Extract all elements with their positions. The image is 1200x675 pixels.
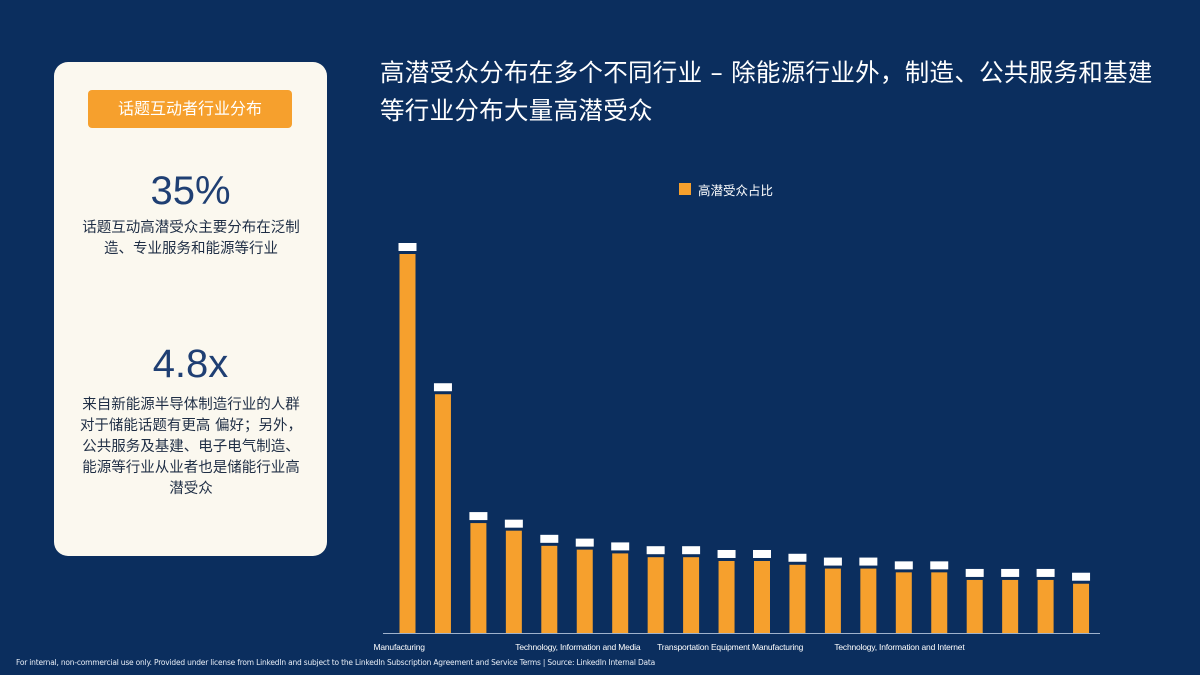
bar-16 <box>931 572 948 633</box>
data-label-20 <box>1072 572 1091 581</box>
data-label-6 <box>575 538 594 547</box>
data-label-3 <box>469 512 488 521</box>
bar-15 <box>895 572 912 633</box>
bar-14 <box>860 568 877 633</box>
data-label-10 <box>717 549 736 558</box>
bar-7 <box>612 553 629 633</box>
stat-2-description: 来自新能源半导体制造行业的人群对于储能话题有更高 偏好；另外，公共服务及基建、电… <box>79 397 303 497</box>
bar-11 <box>754 560 770 633</box>
data-label-5 <box>540 534 559 543</box>
bar-12 <box>789 564 806 633</box>
data-label-13 <box>823 557 842 566</box>
data-label-9 <box>682 546 701 555</box>
legend-label: 高潜受众占比 <box>698 182 774 198</box>
footer-disclaimer: For internal, non-commercial use only. P… <box>16 658 656 667</box>
card-badge: 话题互动者行业分布 <box>88 90 292 128</box>
bar-17 <box>966 579 983 633</box>
data-label-1 <box>398 243 417 251</box>
data-label-8 <box>646 546 665 555</box>
bar-8 <box>647 557 664 633</box>
bar-4 <box>505 530 522 633</box>
bar-3 <box>470 523 487 633</box>
bar-18 <box>1002 579 1019 633</box>
data-label-4 <box>504 519 523 528</box>
data-label-14 <box>859 557 878 566</box>
x-tick-label-14: Technology, Information and Internet <box>834 642 965 652</box>
x-tick-label-9: Transportation Equipment Manufacturing <box>657 642 804 652</box>
x-tick-label-1: Manufacturing <box>374 642 426 652</box>
bar-20 <box>1073 583 1090 633</box>
legend-swatch <box>679 183 691 195</box>
stat-2-value: 4.8x <box>152 342 229 386</box>
bar-19 <box>1037 579 1054 633</box>
x-tick-label-5: Technology, Information and Media <box>515 642 641 652</box>
bar-6 <box>576 549 593 633</box>
data-label-16 <box>930 561 949 570</box>
stat-1-value: 35% <box>150 169 231 213</box>
stat-1-description: 话题互动高潜受众主要分布在泛制造、专业服务和能源等行业 <box>82 220 300 257</box>
bar-13 <box>824 568 841 633</box>
data-label-18 <box>1001 568 1020 577</box>
bar-10 <box>718 560 735 633</box>
bar-1 <box>399 254 416 633</box>
bar-5 <box>541 545 558 633</box>
data-label-12 <box>788 553 807 562</box>
data-label-15 <box>894 561 913 570</box>
data-label-7 <box>611 542 630 551</box>
bar-9 <box>683 557 700 633</box>
insight-card: 话题互动者行业分布 35% 话题互动高潜受众主要分布在泛制造、专业服务和能源等行… <box>54 62 327 556</box>
chart-legend: 高潜受众占比 <box>679 181 774 198</box>
page-headline: 高潜受众分布在多个不同行业 – 除能源行业外，制造、公共服务和基建等行业分布大量… <box>380 58 1153 125</box>
bar-2 <box>434 394 451 633</box>
data-label-11 <box>753 549 771 558</box>
data-label-19 <box>1036 568 1055 577</box>
data-label-17 <box>965 568 984 577</box>
data-label-2 <box>433 383 452 392</box>
